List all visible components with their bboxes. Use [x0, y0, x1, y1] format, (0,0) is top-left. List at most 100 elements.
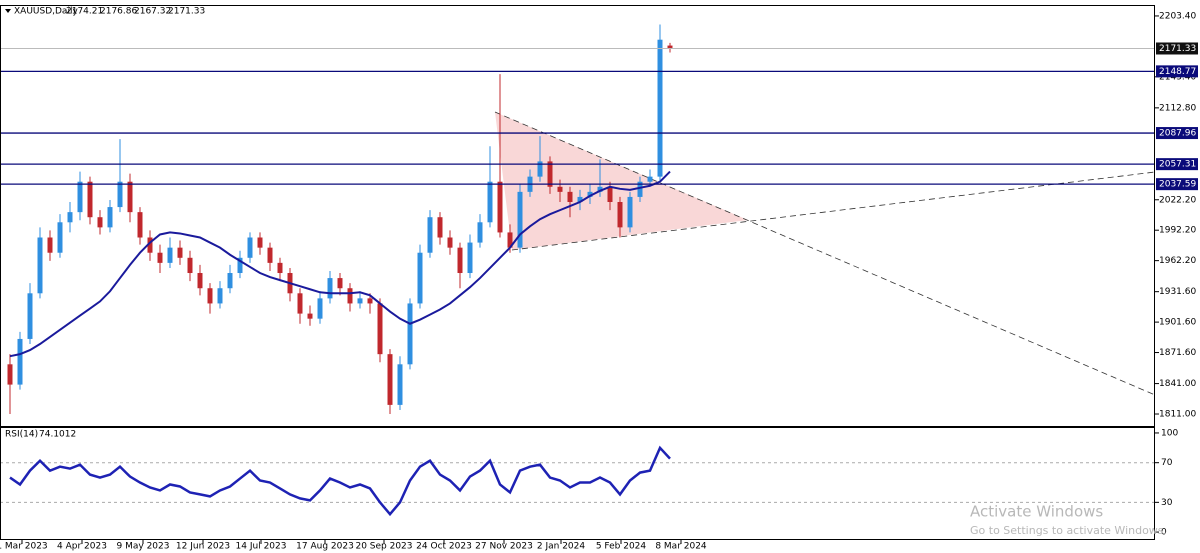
trend-line: [511, 171, 1156, 251]
x-tick-label: 14 Jul 2023: [236, 542, 287, 552]
candle-body: [57, 222, 63, 253]
candle-body: [277, 262, 283, 274]
candle-body: [377, 303, 383, 355]
level-label-box: [1156, 178, 1198, 191]
x-tick-label: 1 Mar 2023: [0, 542, 48, 552]
candle-body: [497, 181, 503, 233]
watermark-subtitle: Go to Settings to activate Windows.: [970, 524, 1167, 537]
level-label-box: [1156, 158, 1198, 171]
symbol: XAUUSD,Daily: [14, 7, 78, 17]
y-tick-label: 1962.20: [1159, 256, 1196, 266]
candle-body: [407, 303, 413, 365]
candle-body: [647, 176, 653, 182]
x-tick-label: 27 Nov 2023: [475, 542, 533, 552]
candle-body: [577, 196, 583, 203]
x-tick-label: 12 Jun 2023: [176, 542, 230, 552]
candle-body: [477, 222, 483, 243]
x-tick-label: 5 Feb 2024: [596, 542, 647, 552]
x-tick-label: 17 Aug 2023: [296, 542, 354, 552]
candle-body: [237, 257, 243, 274]
x-tick-label: 2 Jan 2024: [537, 542, 585, 552]
rsi-label: RSI(14): [5, 430, 38, 440]
candle-body: [187, 257, 193, 274]
x-tick-label: 9 May 2023: [117, 542, 170, 552]
candle-body: [357, 298, 363, 304]
candle-body: [137, 212, 143, 238]
candle-body: [97, 217, 103, 228]
candle-body: [177, 247, 183, 258]
candle-body: [37, 237, 43, 294]
candle-body: [637, 181, 643, 197]
candle-body: [337, 278, 343, 289]
y-tick-label: 1841.00: [1159, 379, 1196, 389]
candle-body: [487, 181, 493, 223]
candle-body: [167, 247, 173, 263]
candle-body: [667, 45, 673, 49]
rsi-panel-border: [0, 427, 1155, 540]
x-tick-label: 24 Oct 2023: [416, 542, 472, 552]
open: 2174.21: [66, 7, 103, 17]
candle-body: [457, 247, 463, 274]
candle-body: [597, 186, 603, 192]
candle-body: [587, 191, 593, 197]
y-tick-label: 1931.60: [1159, 287, 1196, 297]
candle-body: [387, 354, 393, 405]
candle-body: [87, 181, 93, 218]
candle-body: [397, 364, 403, 405]
y-tick-label: 2112.80: [1159, 103, 1196, 113]
current-price-label: 2171.33: [1159, 44, 1196, 54]
candle-body: [467, 242, 473, 274]
rsi-y-tick-label: 0: [1161, 528, 1167, 538]
x-tick-label: 8 Mar 2024: [655, 542, 707, 552]
candle-body: [437, 217, 443, 238]
candle-body: [607, 186, 613, 203]
candle-body: [207, 288, 213, 304]
candle-body: [307, 313, 313, 319]
candle-body: [417, 252, 423, 304]
y-tick-label: 1871.60: [1159, 348, 1196, 358]
triangle-pattern: [495, 112, 748, 250]
candle-body: [157, 252, 163, 263]
candle-body: [127, 181, 133, 213]
candle-body: [537, 161, 543, 177]
current-price-box: [1156, 42, 1198, 55]
candle-body: [67, 212, 73, 223]
candle-body: [627, 196, 633, 228]
candle-body: [147, 237, 153, 253]
low: 2167.32: [134, 7, 171, 17]
level-label-box: [1156, 65, 1198, 78]
moving-average: [9, 170, 671, 358]
candle-body: [617, 202, 623, 228]
candle-body: [197, 273, 203, 289]
candle-body: [107, 207, 113, 228]
candle-body: [77, 181, 83, 213]
close: 2171.33: [168, 7, 205, 17]
level-label: 2037.59: [1159, 180, 1196, 190]
y-tick-label: 1811.00: [1159, 410, 1196, 420]
candle-body: [557, 186, 563, 192]
rsi-y-tick-label: 30: [1161, 498, 1173, 508]
level-label-box: [1156, 127, 1198, 140]
x-tick-label: 4 Apr 2023: [57, 542, 107, 552]
main-panel-border: [0, 5, 1155, 427]
candle-body: [657, 39, 663, 177]
high: 2176.86: [100, 7, 137, 17]
candle-body: [547, 161, 553, 187]
candle-body: [17, 338, 23, 385]
level-label: 2087.96: [1159, 129, 1196, 139]
candle-body: [567, 191, 573, 203]
candle-body: [447, 237, 453, 248]
candle-body: [227, 273, 233, 289]
y-tick-label: 2022.20: [1159, 195, 1196, 205]
plot: 2203.402143.402112.802022.201992.201962.…: [0, 11, 1198, 552]
rsi-value: 74.1012: [39, 430, 76, 440]
candle-body: [247, 237, 253, 258]
candle-body: [317, 298, 323, 319]
watermark-title: Activate Windows: [970, 503, 1103, 521]
level-label: 2057.31: [1159, 160, 1196, 170]
menu-arrow[interactable]: [5, 9, 11, 13]
candle-body: [367, 298, 373, 304]
